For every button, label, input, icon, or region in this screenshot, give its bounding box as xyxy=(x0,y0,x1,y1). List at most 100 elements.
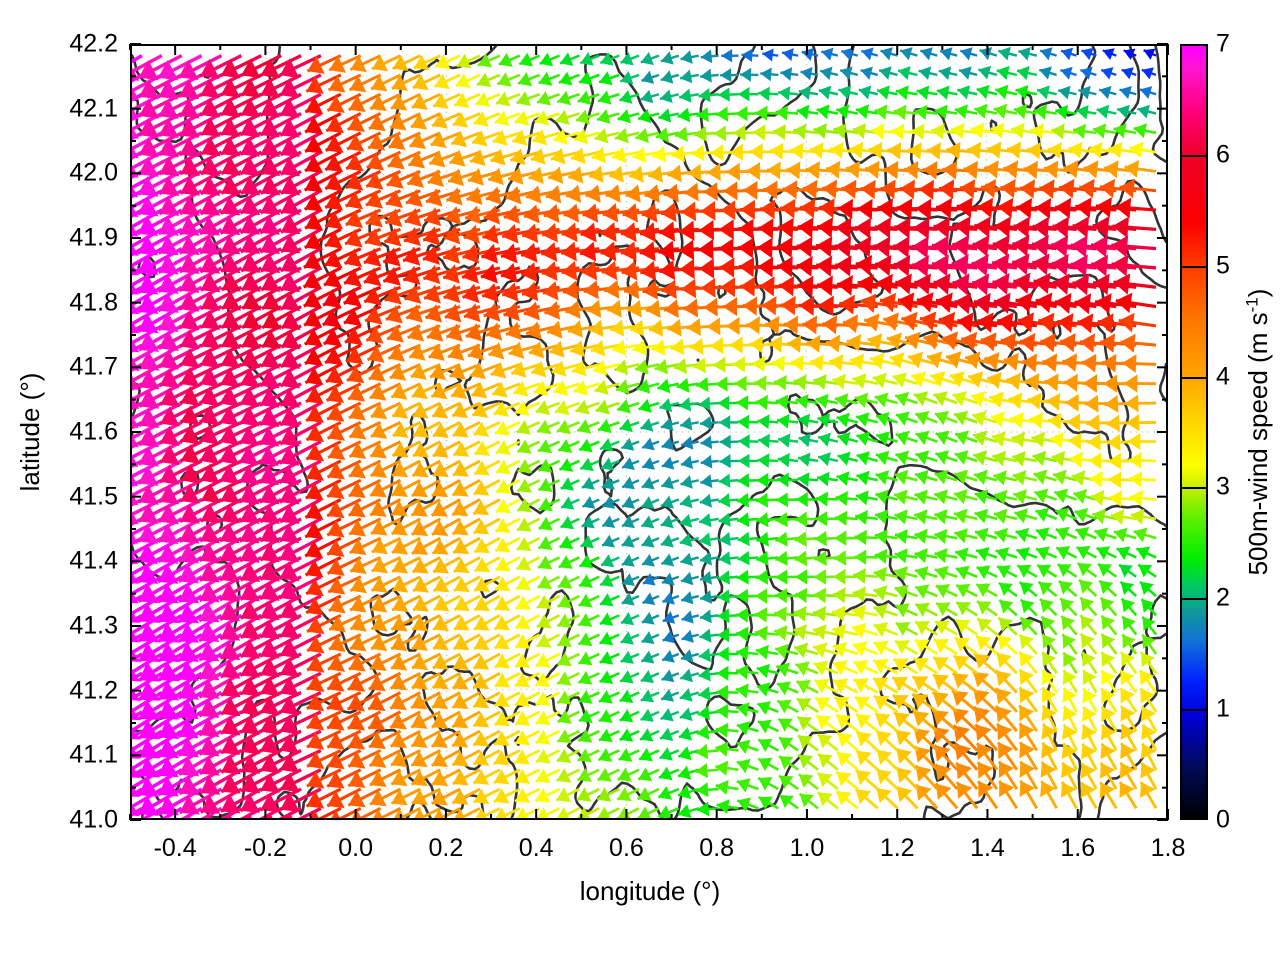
wind-arrow-head xyxy=(260,619,280,640)
wind-arrow-head xyxy=(240,348,261,369)
wind-arrow-head xyxy=(541,241,558,262)
wind-arrow-head xyxy=(448,168,465,187)
wind-arrow-head xyxy=(661,688,675,702)
wind-arrow-head xyxy=(179,756,200,777)
wind-arrow-head xyxy=(632,339,647,356)
wind-arrow-head xyxy=(240,581,261,602)
wind-arrow-head xyxy=(622,495,636,509)
wind-arrow-head xyxy=(178,737,199,758)
wind-arrow-head xyxy=(493,769,510,785)
wind-arrow-head xyxy=(266,812,273,818)
wind-arrow-head xyxy=(370,634,388,652)
x-tick-label: 1.8 xyxy=(1150,834,1186,862)
wind-arrow-head xyxy=(753,375,767,392)
wind-arrow-head xyxy=(132,591,139,604)
wind-arrow-head xyxy=(433,615,449,632)
wind-arrow-head xyxy=(1020,599,1035,614)
wind-arrow-head xyxy=(1097,563,1113,577)
wind-arrow-head xyxy=(531,360,547,378)
wind-arrow-head xyxy=(679,494,693,509)
wind-arrow-head xyxy=(364,286,382,306)
wind-arrow-head xyxy=(721,48,733,63)
wind-arrow-head xyxy=(765,315,780,335)
wind-arrow-head xyxy=(856,750,872,766)
wind-arrow-head xyxy=(852,604,866,621)
wind-arrow-head xyxy=(716,684,729,700)
wind-arrow-head xyxy=(934,489,948,505)
wind-arrow-head xyxy=(719,454,731,469)
wind-arrow-head xyxy=(641,650,655,664)
wind-arrow-head xyxy=(429,363,447,381)
wind-arrow-head xyxy=(259,407,280,428)
wind-arrow-head xyxy=(307,635,325,654)
wind-arrow-head xyxy=(1063,373,1078,392)
wind-arrow-head xyxy=(817,734,833,749)
wind-arrow-head xyxy=(995,84,1009,100)
wind-arrow-head xyxy=(368,133,386,151)
wind-arrow-head xyxy=(715,722,729,738)
wind-arrow-head xyxy=(661,553,675,567)
wind-arrow-head xyxy=(817,413,831,428)
wind-arrow-head xyxy=(1124,394,1139,413)
wind-arrow-head xyxy=(817,275,833,297)
wind-arrow-head xyxy=(560,515,574,530)
wind-arrow-head xyxy=(829,142,844,159)
wind-arrow-head xyxy=(873,603,888,619)
wind-arrow-head xyxy=(241,272,261,292)
wind-arrow-head xyxy=(895,621,911,636)
wind-arrow-head xyxy=(473,673,490,690)
wind-arrow-head xyxy=(660,708,674,722)
wind-arrow-head xyxy=(239,523,260,544)
wind-arrow-head xyxy=(778,433,791,448)
wind-arrow-head xyxy=(680,69,693,84)
wind-arrow-head xyxy=(536,419,552,435)
wind-arrow-head xyxy=(679,533,693,548)
wind-arrow-head xyxy=(260,792,280,813)
wind-arrow-head xyxy=(1080,782,1096,799)
wind-arrow-head xyxy=(875,509,889,525)
wind-arrow-head xyxy=(473,712,490,728)
wind-arrow-head xyxy=(954,637,970,652)
wind-arrow-head xyxy=(602,203,619,223)
wind-arrow-head xyxy=(1119,178,1135,199)
wind-arrow-head xyxy=(973,292,991,315)
wind-arrow-head xyxy=(717,608,730,624)
wind-arrow-head xyxy=(756,472,769,488)
wind-arrow-head xyxy=(220,234,241,255)
wind-arrow-head xyxy=(641,70,655,84)
wind-arrow-head xyxy=(1080,66,1093,80)
wind-arrow-head xyxy=(726,162,740,181)
wind-arrow-head xyxy=(582,496,596,509)
wind-arrow-head xyxy=(280,175,301,196)
wind-arrow-head xyxy=(365,190,384,209)
wind-arrow-head xyxy=(348,770,366,789)
wind-arrow-head xyxy=(1006,372,1021,391)
wind-arrow-head xyxy=(952,690,969,707)
wind-arrow-head xyxy=(975,527,989,543)
wind-arrow-head xyxy=(1117,104,1130,119)
wind-arrow-head xyxy=(1019,179,1036,199)
wind-arrow-head xyxy=(240,215,261,235)
wind-arrow-head xyxy=(1055,104,1068,120)
wind-arrow-head xyxy=(999,600,1014,614)
wind-arrow-head xyxy=(238,445,259,466)
wind-arrow-head xyxy=(1041,687,1057,703)
wind-arrow-head xyxy=(553,380,569,396)
wind-arrow-head xyxy=(279,542,300,563)
wind-arrow-head xyxy=(240,676,261,697)
wind-arrow-head xyxy=(500,262,518,283)
y-tick-label: 41.1 xyxy=(69,740,118,769)
wind-arrow-head xyxy=(798,295,815,316)
wind-arrow-head xyxy=(746,316,760,335)
wind-arrow-head xyxy=(1007,141,1022,159)
wind-arrow-head xyxy=(502,223,519,244)
wind-arrow-head xyxy=(648,165,663,183)
wind-arrow-head xyxy=(178,603,200,624)
wind-arrow-head xyxy=(1019,780,1036,798)
wind-arrow-head xyxy=(431,712,448,729)
colorbar-tick-label: 1 xyxy=(1216,694,1230,723)
wind-arrow-head xyxy=(547,320,563,339)
wind-arrow-head xyxy=(473,731,490,747)
wind-arrow-head xyxy=(813,123,827,139)
wind-arrow-head xyxy=(794,642,809,659)
